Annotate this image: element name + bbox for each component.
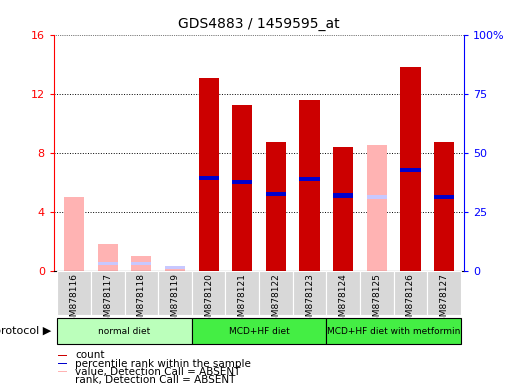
Bar <box>91 271 125 315</box>
Text: GSM878121: GSM878121 <box>238 273 247 328</box>
Bar <box>266 192 286 196</box>
Bar <box>58 371 67 372</box>
Text: GSM878116: GSM878116 <box>70 273 78 328</box>
Title: GDS4883 / 1459595_at: GDS4883 / 1459595_at <box>178 17 340 31</box>
Bar <box>300 99 320 271</box>
Text: GSM878120: GSM878120 <box>204 273 213 328</box>
Bar <box>333 147 353 271</box>
Text: GSM878117: GSM878117 <box>103 273 112 328</box>
Text: GSM878123: GSM878123 <box>305 273 314 328</box>
Bar <box>57 318 192 344</box>
Text: GSM878122: GSM878122 <box>271 273 281 328</box>
Bar <box>293 271 326 315</box>
Text: GSM878119: GSM878119 <box>170 273 180 328</box>
Bar <box>57 271 91 315</box>
Text: percentile rank within the sample: percentile rank within the sample <box>75 359 251 369</box>
Bar <box>333 194 353 197</box>
Text: value, Detection Call = ABSENT: value, Detection Call = ABSENT <box>75 367 241 377</box>
Text: rank, Detection Call = ABSENT: rank, Detection Call = ABSENT <box>75 375 235 384</box>
Bar <box>199 78 219 271</box>
Bar <box>400 168 421 172</box>
Text: protocol ▶: protocol ▶ <box>0 326 51 336</box>
Bar <box>232 106 252 271</box>
Text: normal diet: normal diet <box>98 327 151 336</box>
Text: GSM878124: GSM878124 <box>339 273 348 328</box>
Bar <box>266 142 286 271</box>
Bar <box>192 271 225 315</box>
Text: MCD+HF diet: MCD+HF diet <box>229 327 289 336</box>
Bar <box>326 318 461 344</box>
Bar <box>158 271 192 315</box>
Text: GSM878118: GSM878118 <box>137 273 146 328</box>
Bar <box>199 175 219 180</box>
Bar <box>393 271 427 315</box>
Text: GSM878125: GSM878125 <box>372 273 381 328</box>
Bar <box>427 271 461 315</box>
Bar <box>125 271 158 315</box>
Bar <box>360 271 393 315</box>
Bar <box>165 266 185 270</box>
Bar <box>58 355 67 356</box>
Bar <box>97 262 118 265</box>
Bar <box>165 266 185 271</box>
Bar <box>367 145 387 271</box>
Text: count: count <box>75 351 105 361</box>
Bar <box>131 256 151 271</box>
Bar <box>192 318 326 344</box>
Bar <box>232 180 252 184</box>
Bar <box>326 271 360 315</box>
Bar <box>259 271 293 315</box>
Text: GSM878127: GSM878127 <box>440 273 448 328</box>
Bar <box>434 195 454 199</box>
Bar <box>64 197 84 271</box>
Text: GSM878126: GSM878126 <box>406 273 415 328</box>
Bar <box>225 271 259 315</box>
Bar <box>434 142 454 271</box>
Bar <box>400 67 421 271</box>
Text: MCD+HF diet with metformin: MCD+HF diet with metformin <box>327 327 460 336</box>
Bar <box>367 195 387 199</box>
Bar <box>131 262 151 265</box>
Bar <box>58 363 67 364</box>
Bar <box>97 244 118 271</box>
Bar <box>300 177 320 181</box>
